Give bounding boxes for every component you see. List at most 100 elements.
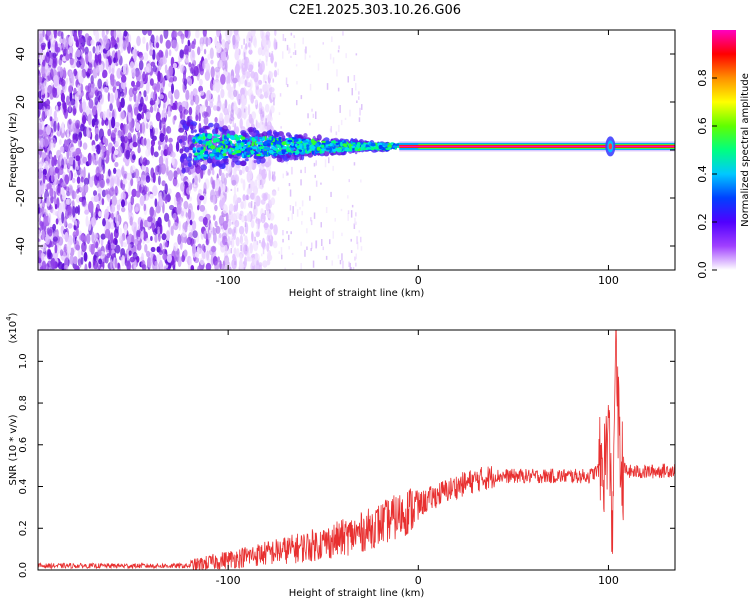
noise-blob bbox=[74, 240, 80, 250]
noise-blob bbox=[233, 185, 237, 197]
noise-blob bbox=[198, 112, 201, 122]
signal-blob bbox=[258, 144, 261, 147]
noise-blob bbox=[47, 212, 52, 224]
noise-blob bbox=[212, 84, 217, 92]
noise-streak bbox=[304, 53, 307, 60]
noise-blob bbox=[75, 155, 81, 162]
noise-blob bbox=[53, 154, 57, 167]
noise-blob bbox=[197, 204, 200, 211]
noise-blob bbox=[234, 219, 240, 228]
noise-blob bbox=[154, 165, 160, 176]
noise-blob bbox=[184, 44, 189, 56]
noise-streak bbox=[324, 159, 327, 168]
signal-halo bbox=[181, 167, 186, 174]
signal-blob bbox=[192, 147, 197, 151]
signal-blob bbox=[196, 133, 200, 137]
noise-blob bbox=[59, 146, 65, 153]
signal-blob bbox=[320, 144, 325, 149]
noise-streak bbox=[255, 208, 257, 215]
noise-blob bbox=[130, 177, 134, 187]
noise-streak bbox=[273, 171, 276, 175]
noise-blob bbox=[115, 244, 121, 254]
y-tick-label: -40 bbox=[14, 237, 27, 255]
signal-blob bbox=[192, 149, 196, 154]
signal-blob bbox=[311, 150, 314, 155]
signal-blob bbox=[258, 146, 264, 150]
noise-blob bbox=[53, 120, 57, 133]
noise-blob bbox=[61, 211, 65, 224]
noise-streak bbox=[332, 230, 334, 239]
noise-blob bbox=[160, 121, 167, 129]
noise-blob bbox=[42, 174, 46, 184]
noise-streak bbox=[241, 45, 243, 49]
noise-blob bbox=[262, 74, 266, 84]
noise-blob bbox=[165, 39, 172, 49]
noise-blob bbox=[270, 55, 274, 62]
noise-blob bbox=[131, 188, 137, 198]
signal-blob bbox=[236, 150, 242, 153]
noise-blob bbox=[187, 39, 191, 47]
noise-blob bbox=[173, 242, 179, 252]
noise-blob bbox=[244, 235, 248, 242]
noise-blob bbox=[217, 94, 221, 104]
noise-streak bbox=[289, 205, 292, 211]
noise-blob bbox=[138, 60, 144, 71]
noise-blob bbox=[159, 259, 163, 269]
noise-blob bbox=[78, 196, 84, 203]
noise-blob bbox=[257, 47, 263, 56]
noise-blob bbox=[179, 49, 184, 59]
snr-data-point bbox=[646, 471, 647, 472]
noise-blob bbox=[173, 31, 178, 38]
noise-streak bbox=[335, 131, 338, 136]
noise-blob bbox=[202, 193, 207, 205]
noise-streak bbox=[351, 88, 353, 96]
noise-blob bbox=[246, 212, 251, 222]
noise-streak bbox=[230, 241, 232, 246]
noise-blob bbox=[155, 254, 162, 263]
noise-blob bbox=[56, 84, 62, 96]
snr-data-point bbox=[304, 546, 305, 547]
noise-blob bbox=[79, 168, 84, 174]
noise-blob bbox=[227, 248, 231, 255]
signal-blob bbox=[293, 138, 299, 142]
noise-streak bbox=[248, 186, 251, 190]
noise-blob bbox=[60, 78, 66, 87]
noise-blob bbox=[64, 231, 69, 243]
noise-blob bbox=[169, 204, 175, 211]
noise-blob bbox=[192, 230, 198, 239]
noise-blob bbox=[205, 262, 212, 270]
signal-halo bbox=[247, 126, 255, 133]
noise-blob bbox=[157, 216, 162, 228]
noise-blob bbox=[91, 118, 96, 128]
noise-streak bbox=[340, 208, 343, 212]
noise-blob bbox=[135, 70, 141, 82]
signal-blob bbox=[193, 157, 197, 161]
noise-blob bbox=[50, 139, 54, 151]
noise-blob bbox=[194, 94, 200, 105]
snr-data-point bbox=[619, 465, 620, 466]
noise-blob bbox=[38, 90, 42, 99]
noise-blob bbox=[41, 89, 45, 95]
noise-streak bbox=[349, 109, 351, 117]
noise-blob bbox=[185, 89, 190, 101]
noise-streak bbox=[350, 238, 352, 242]
noise-blob bbox=[58, 209, 63, 219]
noise-blob bbox=[243, 256, 247, 268]
noise-blob bbox=[269, 87, 275, 93]
noise-streak bbox=[315, 160, 317, 166]
noise-blob bbox=[114, 186, 118, 194]
noise-blob bbox=[104, 228, 111, 239]
noise-streak bbox=[231, 204, 233, 212]
noise-blob bbox=[142, 30, 148, 36]
colorbar-tick-label: 0.8 bbox=[696, 69, 709, 87]
noise-blob bbox=[43, 126, 48, 132]
noise-blob bbox=[207, 37, 211, 46]
noise-blob bbox=[42, 168, 47, 176]
noise-blob bbox=[140, 174, 146, 180]
signal-blob bbox=[278, 136, 282, 141]
noise-blob bbox=[196, 246, 200, 256]
noise-blob bbox=[77, 69, 83, 82]
snr-data-point bbox=[627, 471, 628, 472]
noise-blob bbox=[168, 137, 173, 143]
noise-blob bbox=[132, 154, 136, 161]
